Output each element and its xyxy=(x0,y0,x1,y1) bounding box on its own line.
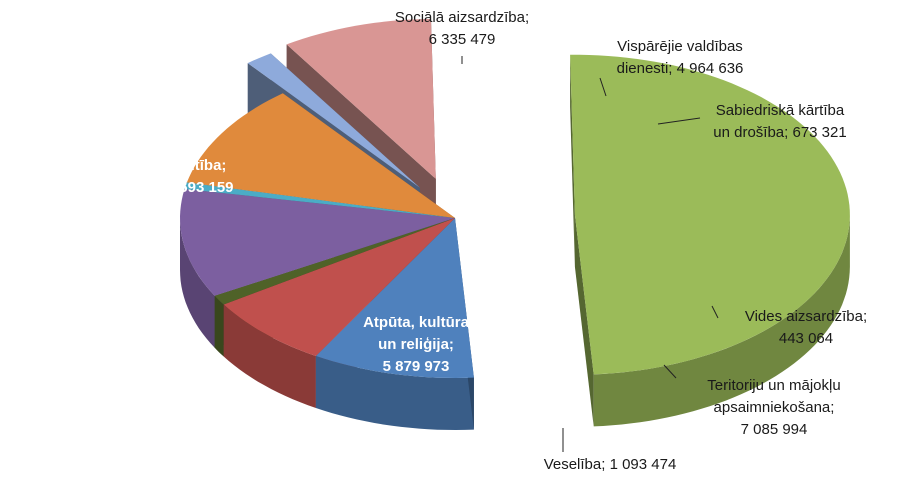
slice-sociālā-aizsardzība-wall xyxy=(315,356,474,430)
slice-atpūta-kultūra-un-reliģija xyxy=(286,18,436,179)
slice-izglītība xyxy=(570,54,850,375)
data-label-line: Sociālā aizsardzība; xyxy=(395,9,529,26)
data-label-line: Veselība; 1 093 474 xyxy=(544,456,677,473)
data-label-line: un reliģija; xyxy=(378,336,454,353)
data-label: Izglītība; 32 693 159 xyxy=(158,157,233,196)
data-label-line: 443 064 xyxy=(779,330,833,347)
data-label-line: Atpūta, kultūra xyxy=(363,314,469,331)
leader-line xyxy=(657,117,701,125)
leader-line xyxy=(711,305,719,319)
slice-vispārējie-valdības-dienesti xyxy=(223,218,455,356)
data-labels: Izglītība; 32 693 159 Sociālā aizsardzība;… xyxy=(158,9,867,473)
slice-teritoriju-un-mājokļu-apsaimniekošana xyxy=(186,93,455,218)
data-label: Atpūta, kultūra un reliģija; 5 879 973 xyxy=(363,314,469,375)
data-label: Vides aizsardzība; 443 064 xyxy=(745,308,867,347)
data-label-line: Teritoriju un mājokļu xyxy=(707,377,840,394)
data-label: Vispārējie valdības dienesti; 4 964 636 xyxy=(617,38,744,77)
leader-line xyxy=(599,77,607,97)
slice-ekonomiskā-darbība-wall xyxy=(180,218,215,348)
slice-vispārējie-valdības-dienesti-wall xyxy=(223,304,316,408)
data-label-line: Izglītība; xyxy=(166,157,227,174)
data-label-line: Vides aizsardzība; xyxy=(745,308,867,325)
data-label-line: 7 085 994 xyxy=(741,421,808,438)
slice-veselība xyxy=(247,53,420,188)
slice-vides-aizsardzība xyxy=(184,182,455,218)
data-label-line: dienesti; 4 964 636 xyxy=(617,60,744,77)
data-label-line: 32 693 159 xyxy=(158,179,233,196)
data-label-line: Sabiedriskā kārtība xyxy=(716,102,845,119)
slice-ekonomiskā-darbība xyxy=(180,189,455,296)
slice-izglītība-wall xyxy=(593,214,850,427)
slice-sociālā-aizsardzība xyxy=(315,218,474,378)
slice-izglītība-side xyxy=(570,54,575,267)
data-label-line: 6 335 479 xyxy=(429,31,496,48)
data-label: Teritoriju un mājokļu apsaimniekošana; 7 0… xyxy=(707,377,840,438)
slice-sabiedriskā-kārtība-un-drošība-wall xyxy=(214,295,224,357)
data-label-line: Vispārējie valdības xyxy=(617,38,743,55)
slice-izglītība-side xyxy=(574,214,594,427)
slice-sabiedriskā-kārtība-un-drošība xyxy=(214,218,455,305)
data-label: Sociālā aizsardzība; 6 335 479 xyxy=(395,9,529,48)
data-label: Veselība; 1 093 474 xyxy=(544,456,677,473)
pie-slices xyxy=(180,18,850,430)
leader-lines xyxy=(461,56,719,452)
data-label-line: un drošība; 673 321 xyxy=(713,124,846,141)
data-label-line: 5 879 973 xyxy=(383,358,450,375)
data-label-line: apsaimniekošana; xyxy=(714,399,835,416)
data-label: Sabiedriskā kārtība un drošība; 673 321 xyxy=(713,102,846,141)
leader-line xyxy=(663,364,677,379)
